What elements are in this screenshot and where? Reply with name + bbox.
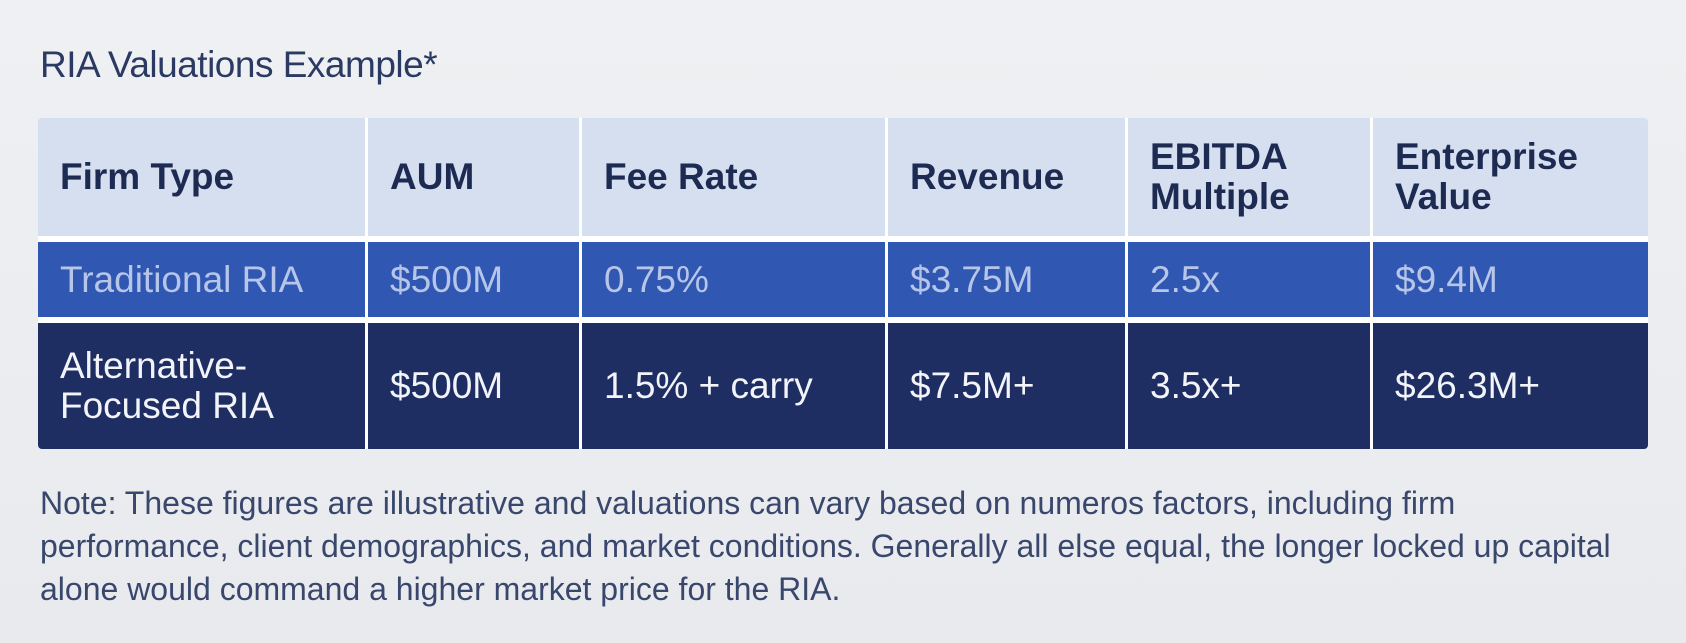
cell-aum: $500M bbox=[368, 242, 582, 317]
header-aum: AUM bbox=[368, 118, 582, 236]
cell-ebitda-multiple: 3.5x+ bbox=[1128, 323, 1373, 449]
header-firm-type: Firm Type bbox=[38, 118, 368, 236]
row-divider bbox=[38, 236, 1648, 242]
row-divider bbox=[38, 317, 1648, 323]
table-row: Alternative-Focused RIA $500M 1.5% + car… bbox=[38, 323, 1648, 449]
cell-fee-rate: 1.5% + carry bbox=[582, 323, 888, 449]
cell-enterprise-value: $9.4M bbox=[1395, 258, 1498, 300]
cell-firm-type: Traditional RIA bbox=[38, 242, 368, 317]
cell-firm-type: Alternative-Focused RIA bbox=[38, 323, 368, 449]
table-row: Traditional RIA $500M 0.75% $3.75M 2.5x … bbox=[38, 242, 1648, 317]
table-header-row: Firm Type AUM Fee Rate Revenue EBITDA Mu… bbox=[38, 118, 1648, 236]
cell-revenue: $7.5M+ bbox=[888, 323, 1128, 449]
cell-revenue: $3.75M bbox=[888, 242, 1128, 317]
valuations-table: Firm Type AUM Fee Rate Revenue EBITDA Mu… bbox=[38, 118, 1648, 449]
header-ebitda-multiple: EBITDA Multiple bbox=[1128, 118, 1373, 236]
header-revenue: Revenue bbox=[888, 118, 1128, 236]
footnote: Note: These figures are illustrative and… bbox=[40, 485, 1611, 607]
cell-ebitda-multiple: 2.5x bbox=[1128, 242, 1373, 317]
cell-enterprise-value: $26.3M+ bbox=[1395, 365, 1541, 406]
cell-fee-rate: 0.75% bbox=[582, 242, 888, 317]
page-title: RIA Valuations Example* bbox=[40, 44, 438, 85]
header-fee-rate: Fee Rate bbox=[582, 118, 888, 236]
cell-aum: $500M bbox=[368, 323, 582, 449]
header-enterprise-value: Enterprise Value bbox=[1395, 136, 1579, 217]
